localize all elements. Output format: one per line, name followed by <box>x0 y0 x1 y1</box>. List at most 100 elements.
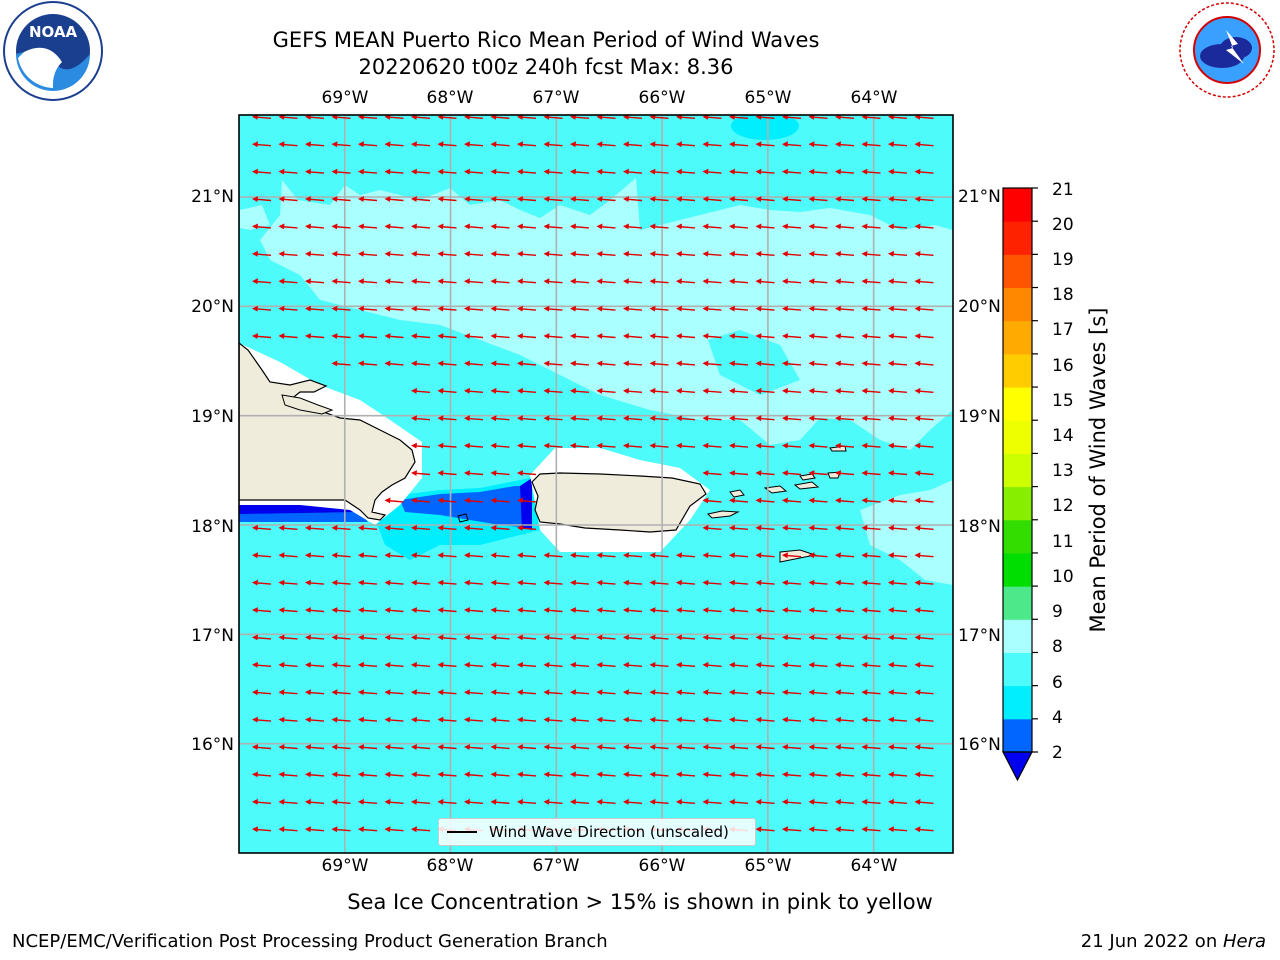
wind-wave-direction-arrow <box>835 196 855 202</box>
wind-wave-direction-arrow <box>755 168 775 175</box>
wind-wave-direction-arrow <box>623 689 643 696</box>
wind-wave-direction-arrow <box>517 607 537 613</box>
wind-wave-direction-arrow <box>278 744 298 750</box>
wind-wave-direction-arrow <box>384 771 404 778</box>
colorbar-tick: 10 <box>1052 567 1074 587</box>
wind-wave-direction-arrow <box>888 497 908 504</box>
wind-wave-direction-arrow <box>464 168 484 175</box>
wind-wave-direction-arrow <box>570 634 590 641</box>
wind-wave-direction-arrow <box>702 278 722 285</box>
wind-wave-direction-arrow <box>702 305 722 312</box>
wind-wave-direction-arrow <box>782 442 802 449</box>
chart-title: GEFS MEAN Puerto Rico Mean Period of Win… <box>272 28 820 52</box>
wind-wave-direction-arrow <box>835 168 855 175</box>
colorbar-segment <box>1003 320 1032 355</box>
wind-wave-direction-arrow <box>517 305 537 312</box>
wind-wave-direction-arrow <box>331 634 351 641</box>
wind-wave-direction-arrow <box>755 716 775 723</box>
wind-wave-direction-arrow <box>676 278 696 285</box>
wind-wave-direction-arrow <box>649 579 669 586</box>
wind-wave-direction-arrow <box>331 278 351 285</box>
wind-wave-direction-arrow <box>676 196 696 202</box>
map-frame <box>238 114 954 854</box>
wind-wave-direction-arrow <box>437 771 457 778</box>
wind-wave-direction-arrow <box>543 716 563 723</box>
wind-wave-direction-arrow <box>331 305 351 312</box>
lon-label-bottom-66w: 66°W <box>638 856 686 876</box>
wind-wave-direction-arrow <box>278 634 298 641</box>
wind-wave-direction-arrow <box>702 798 722 805</box>
wind-wave-direction-arrow <box>490 689 510 696</box>
wind-wave-direction-arrow <box>888 278 908 285</box>
wind-wave-direction-arrow <box>861 168 881 175</box>
map-contents <box>239 115 953 853</box>
wind-wave-direction-arrow <box>782 250 802 257</box>
wind-wave-direction-arrow <box>914 442 934 449</box>
wind-wave-direction-arrow <box>702 333 722 339</box>
wind-wave-direction-arrow <box>914 497 934 504</box>
wind-wave-direction-arrow <box>305 607 325 613</box>
lat-label-left-20n: 20°N <box>191 297 234 317</box>
wind-wave-direction-arrow <box>835 524 855 531</box>
wind-wave-direction-arrow <box>411 497 431 504</box>
wind-wave-direction-arrow <box>596 607 616 613</box>
wind-wave-direction-arrow <box>411 196 431 202</box>
wind-wave-direction-arrow <box>676 387 696 394</box>
wind-wave-direction-arrow <box>755 415 775 422</box>
colorbar-segment <box>1003 287 1032 322</box>
wind-wave-direction-arrow <box>570 442 590 449</box>
wind-wave-direction-arrow <box>914 552 934 559</box>
wind-wave-direction-arrow <box>596 250 616 257</box>
puerto-rico-coastline <box>531 472 707 533</box>
wind-wave-direction-arrow <box>490 442 510 449</box>
wind-wave-direction-arrow <box>384 497 404 504</box>
wind-wave-direction-arrow <box>888 607 908 613</box>
wind-wave-direction-arrow <box>490 771 510 778</box>
wind-wave-direction-arrow <box>914 634 934 641</box>
wind-wave-direction-arrow <box>782 360 802 367</box>
wind-wave-direction-arrow <box>252 250 272 257</box>
wind-wave-direction-arrow <box>835 771 855 778</box>
wind-wave-direction-arrow <box>358 524 378 531</box>
wind-wave-direction-arrow <box>252 278 272 285</box>
wind-wave-direction-arrow <box>570 387 590 394</box>
wind-wave-direction-arrow <box>888 771 908 778</box>
wind-wave-direction-arrow <box>755 689 775 696</box>
wind-wave-direction-arrow <box>808 744 828 750</box>
wind-wave-direction-arrow <box>464 607 484 613</box>
wind-wave-direction-arrow <box>676 771 696 778</box>
virgin-islands-coastline <box>706 510 740 519</box>
wind-wave-direction-arrow <box>623 771 643 778</box>
wind-wave-direction-arrow <box>517 168 537 175</box>
wind-wave-direction-arrow <box>278 115 298 120</box>
wind-wave-direction-arrow <box>782 305 802 312</box>
wind-wave-direction-arrow <box>861 798 881 805</box>
wind-wave-direction-arrow <box>278 716 298 723</box>
wind-wave-direction-arrow <box>570 360 590 367</box>
wind-wave-direction-arrow <box>490 387 510 394</box>
lon-label-top-69w: 69°W <box>321 88 369 108</box>
colorbar-segment <box>1003 420 1032 454</box>
wind-wave-direction-arrow <box>702 115 722 120</box>
wind-wave-direction-arrow <box>649 689 669 696</box>
wind-wave-direction-arrow <box>835 305 855 312</box>
wind-wave-direction-arrow <box>570 607 590 613</box>
wind-wave-direction-arrow <box>490 168 510 175</box>
nws-logo <box>1179 2 1275 98</box>
wind-wave-direction-arrow <box>570 579 590 586</box>
wind-wave-direction-arrow <box>729 141 749 148</box>
wind-wave-direction-arrow <box>888 360 908 367</box>
wind-wave-direction-arrow <box>278 798 298 805</box>
wind-wave-direction-arrow <box>702 360 722 367</box>
colorbar-tick: 17 <box>1052 320 1074 340</box>
wind-wave-direction-arrow <box>596 771 616 778</box>
wind-wave-direction-arrow <box>914 168 934 175</box>
wind-wave-direction-arrow <box>305 716 325 723</box>
wind-wave-direction-arrow <box>676 305 696 312</box>
wind-wave-direction-arrow <box>649 716 669 723</box>
wind-wave-direction-arrow <box>782 552 802 559</box>
wind-wave-direction-arrow <box>676 442 696 449</box>
lat-label-left-19n: 19°N <box>191 407 234 427</box>
footer-date-text: 21 Jun 2022 on <box>1080 931 1223 952</box>
wind-wave-direction-arrow <box>596 689 616 696</box>
